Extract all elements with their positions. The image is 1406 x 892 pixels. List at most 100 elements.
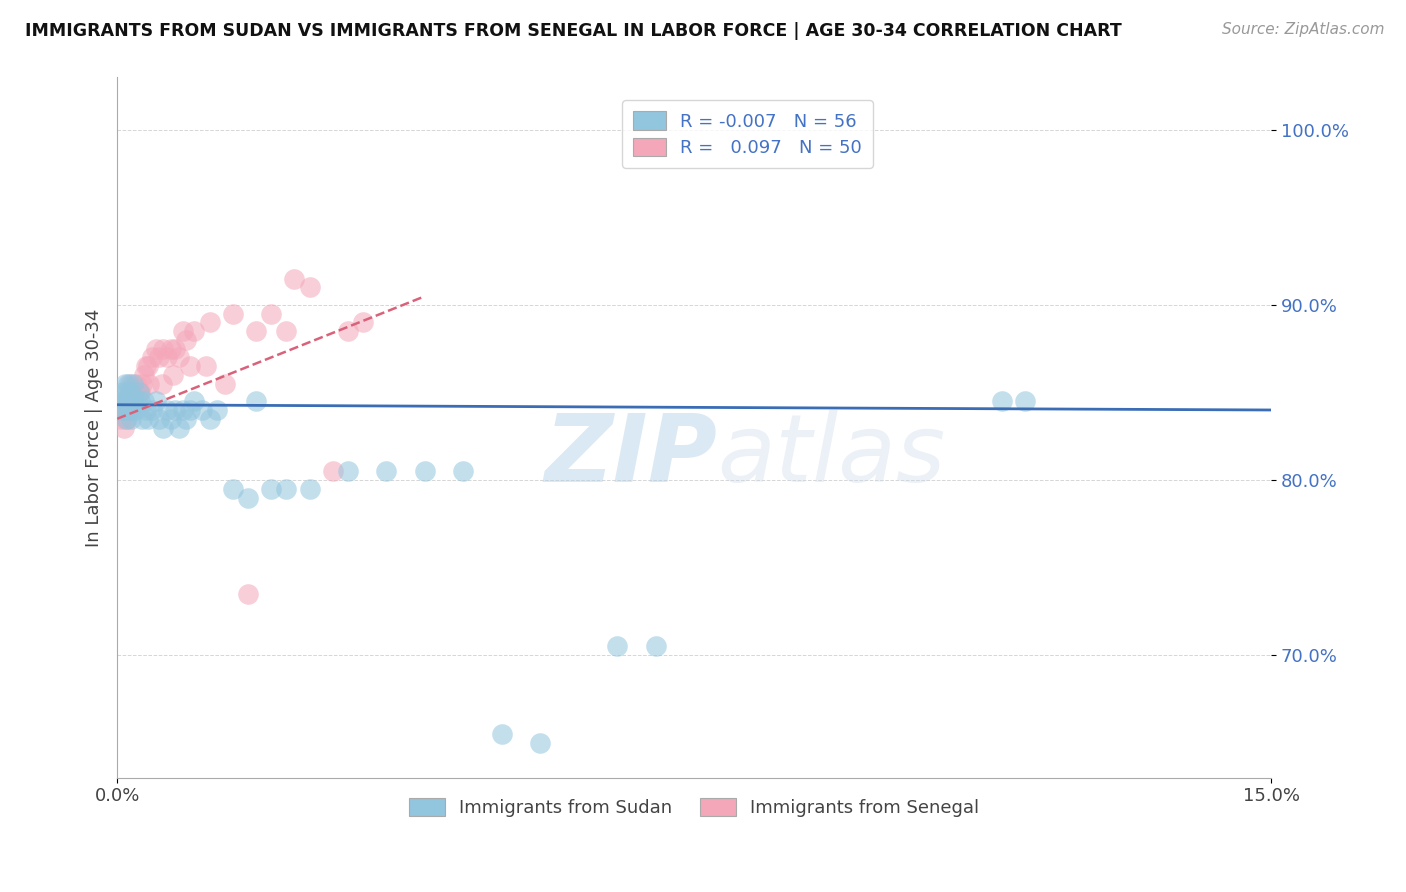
Point <box>214 376 236 391</box>
Point <box>156 403 179 417</box>
Point <box>148 351 170 365</box>
Point <box>120 376 142 391</box>
Point <box>125 376 148 391</box>
Point <box>276 324 298 338</box>
Point <box>375 464 398 478</box>
Point <box>163 403 186 417</box>
Point <box>245 394 267 409</box>
Point <box>453 464 475 478</box>
Point <box>172 324 194 338</box>
Point <box>260 482 283 496</box>
Point <box>129 385 152 400</box>
Point <box>132 368 155 382</box>
Point <box>198 411 221 425</box>
Point <box>148 411 170 425</box>
Legend: Immigrants from Sudan, Immigrants from Senegal: Immigrants from Sudan, Immigrants from S… <box>402 790 987 824</box>
Point <box>176 411 198 425</box>
Text: ZIP: ZIP <box>544 409 717 501</box>
Point <box>120 411 142 425</box>
Point <box>131 376 153 391</box>
Point <box>194 359 217 374</box>
Point <box>122 385 145 400</box>
Y-axis label: In Labor Force | Age 30-34: In Labor Force | Age 30-34 <box>86 309 103 547</box>
Point <box>117 376 139 391</box>
Point <box>167 420 190 434</box>
Point <box>529 735 551 749</box>
Point <box>114 394 136 409</box>
Point <box>114 411 136 425</box>
Point <box>121 403 143 417</box>
Point <box>298 482 321 496</box>
Point <box>162 368 184 382</box>
Point <box>152 420 174 434</box>
Point <box>115 385 138 400</box>
Point <box>298 280 321 294</box>
Point <box>221 482 243 496</box>
Point <box>114 403 136 417</box>
Point <box>114 403 136 417</box>
Point <box>606 640 628 654</box>
Point <box>491 727 513 741</box>
Point <box>236 587 259 601</box>
Point <box>115 394 138 409</box>
Point <box>160 411 183 425</box>
Point <box>135 359 157 374</box>
Point <box>138 376 160 391</box>
Point <box>125 394 148 409</box>
Point <box>117 403 139 417</box>
Point <box>135 403 157 417</box>
Point <box>112 420 135 434</box>
Point <box>112 394 135 409</box>
Point <box>198 316 221 330</box>
Point <box>115 411 138 425</box>
Point <box>260 307 283 321</box>
Point <box>191 403 214 417</box>
Point <box>145 394 167 409</box>
Text: Source: ZipAtlas.com: Source: ZipAtlas.com <box>1222 22 1385 37</box>
Point <box>118 394 141 409</box>
Point <box>121 376 143 391</box>
Point <box>163 342 186 356</box>
Point <box>114 376 136 391</box>
Point <box>176 333 198 347</box>
Point <box>179 359 201 374</box>
Point <box>179 403 201 417</box>
Point <box>172 403 194 417</box>
Point <box>111 394 134 409</box>
Point <box>141 351 163 365</box>
Point <box>118 385 141 400</box>
Point <box>150 376 173 391</box>
Text: IMMIGRANTS FROM SUDAN VS IMMIGRANTS FROM SENEGAL IN LABOR FORCE | AGE 30-34 CORR: IMMIGRANTS FROM SUDAN VS IMMIGRANTS FROM… <box>25 22 1122 40</box>
Point <box>132 394 155 409</box>
Point <box>352 316 374 330</box>
Point <box>644 640 666 654</box>
Point <box>413 464 436 478</box>
Point <box>136 411 159 425</box>
Point <box>183 324 205 338</box>
Point <box>336 324 359 338</box>
Point <box>322 464 344 478</box>
Point <box>1014 394 1036 409</box>
Point <box>112 385 135 400</box>
Point <box>145 342 167 356</box>
Point <box>991 394 1014 409</box>
Point <box>221 307 243 321</box>
Point <box>283 271 305 285</box>
Point <box>336 464 359 478</box>
Point <box>118 403 141 417</box>
Text: atlas: atlas <box>717 410 945 501</box>
Point <box>120 385 142 400</box>
Point <box>236 491 259 505</box>
Point <box>118 394 141 409</box>
Point <box>111 403 134 417</box>
Point <box>115 403 138 417</box>
Point <box>121 385 143 400</box>
Point <box>131 411 153 425</box>
Point <box>110 411 132 425</box>
Point <box>112 394 135 409</box>
Point <box>160 342 183 356</box>
Point <box>110 403 132 417</box>
Point <box>124 403 146 417</box>
Point <box>245 324 267 338</box>
Point <box>167 351 190 365</box>
